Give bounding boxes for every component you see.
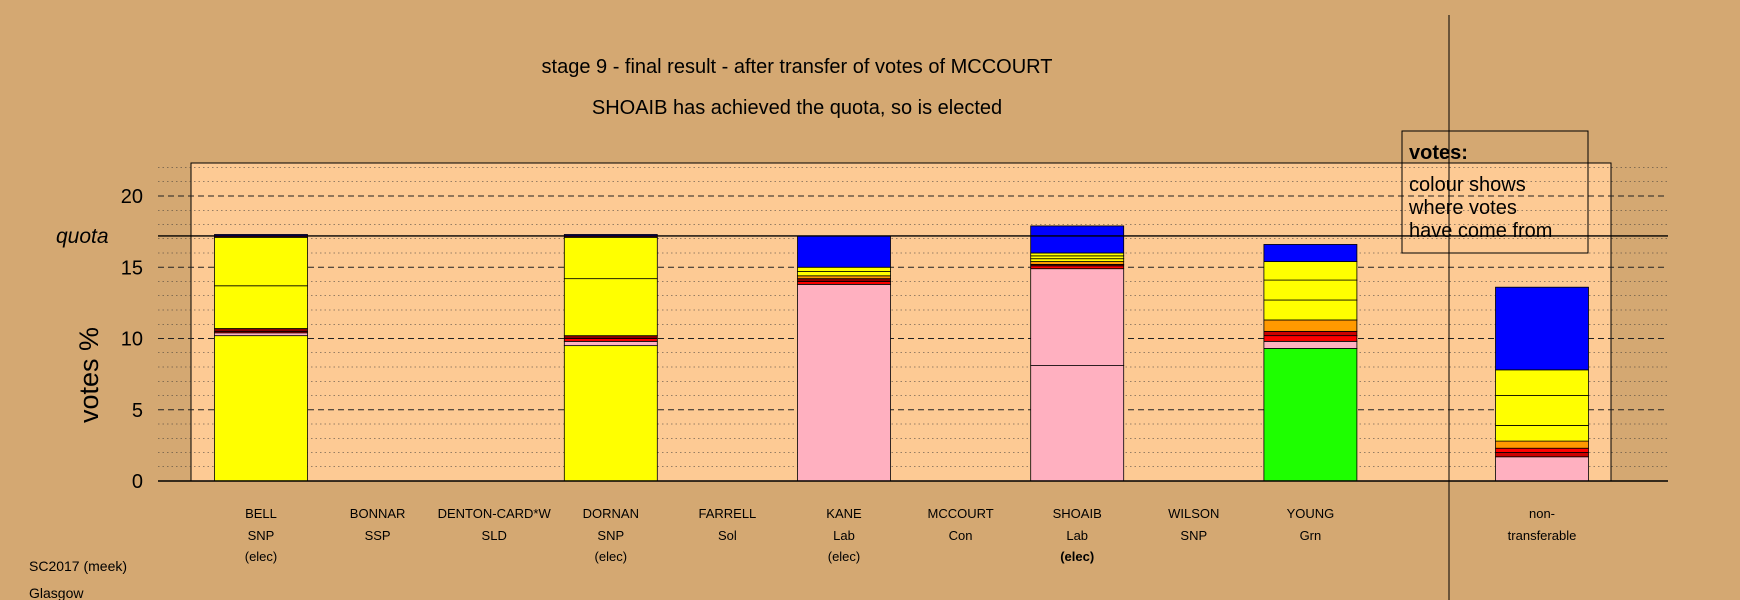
axis-layer: 0 5 10 15 20 quota [56,15,1668,600]
bar-segment [563,340,658,347]
candidate-name: BELL [245,506,277,521]
bar-segment [1263,299,1358,321]
nontransferable-label: non- [1529,506,1555,521]
candidate-name: KANE [826,506,862,521]
grid-lines [158,167,1668,468]
candidate-party: Grn [1300,528,1322,543]
y-tick-label: 5 [132,400,143,422]
bar-segment [1495,440,1589,449]
candidate-name: DENTON-CARD*W [438,506,552,521]
legend-line: colour shows [1409,174,1526,196]
candidate-labels: BELL SNP (elec) BONNAR SSP DENTON-CARD*W SLD DO… [245,506,1577,564]
bar-segment [1263,340,1358,349]
candidate-bar [563,234,658,482]
y-tick-label: 15 [121,257,143,279]
bar-segment [1030,252,1125,257]
candidate-party: SNP [248,528,275,543]
bar-segment [1263,319,1358,332]
footer-location: Glasgow [29,585,84,600]
candidate-bar [797,235,891,482]
bar-segment [1030,265,1125,270]
candidate-party: SNP [1180,528,1207,543]
bar-segment [1495,447,1589,453]
bar-segment [214,285,308,329]
candidate-name: WILSON [1168,506,1219,521]
bar-segment [563,335,658,339]
bar-segment [1030,268,1125,366]
bar-segment [563,338,658,342]
bar-segment [214,335,308,482]
candidate-party: SNP [597,528,624,543]
candidate-party: SLD [482,528,507,543]
bar-segment [1495,456,1589,482]
bar-segment [1263,330,1358,337]
candidate-party: Con [949,528,973,543]
footer-source: SC2017 (meek) [29,558,127,574]
bar-segment [563,278,658,337]
bar-segment [1495,452,1589,458]
candidate-party: Sol [718,528,737,543]
bar-segment [1030,225,1125,254]
candidate-name: SHOAIB [1053,506,1102,521]
bar-segment [1263,244,1358,262]
bar-segment [1263,335,1358,342]
candidate-bar [1030,225,1125,482]
bar-segment [797,275,891,280]
bar-segment [797,266,891,272]
bar-segment [1263,348,1358,482]
bar-segment [1495,286,1589,371]
bar-segment [1495,395,1589,426]
bar-segment [1263,279,1358,301]
bar-segment [1263,261,1358,281]
y-tick-label: 0 [132,471,143,493]
candidate-party: Lab [1066,528,1088,543]
bar-segment [563,345,658,482]
bar-segment [1495,369,1589,396]
candidate-status: (elec) [828,549,861,564]
bar-segment [797,278,891,282]
y-tick-label: 10 [121,329,143,351]
bar-segment [1030,255,1125,260]
bar-segment [797,283,891,482]
candidate-status: (elec) [1060,549,1094,564]
chart-subtitle: SHOAIB has achieved the quota, so is ele… [592,97,1002,119]
bar-segment [1030,365,1125,482]
legend-heading: votes: [1409,142,1468,164]
bar-segment [214,328,308,332]
legend-line: where votes [1408,197,1517,219]
candidate-party: SSP [365,528,391,543]
y-axis-label: votes % [74,327,104,423]
bar-segment [214,236,308,287]
candidate-status: (elec) [595,549,628,564]
candidate-name: BONNAR [350,506,406,521]
bar-segment [797,271,891,277]
bar-segment [1030,258,1125,262]
quota-label: quota [56,225,109,248]
candidate-name: DORNAN [583,506,639,521]
bar-segment [1495,425,1589,442]
candidate-party: Lab [833,528,855,543]
legend-box: votes: colour shows where votes have com… [1401,130,1589,254]
bar-segment [563,236,658,280]
candidate-bar [214,234,308,482]
bar-segment [214,332,308,337]
bar-segment [1030,261,1125,265]
bars [214,225,1589,482]
plot-background [190,162,1612,482]
y-tick-label: 20 [121,186,143,208]
candidate-bar [1263,244,1358,482]
nontransferable-bar [1495,286,1589,482]
nontransferable-label: transferable [1508,528,1577,543]
candidate-name: FARRELL [698,506,756,521]
candidate-name: YOUNG [1287,506,1335,521]
bar-segment [797,281,891,285]
bar-segment [797,235,891,268]
chart-title: stage 9 - final result - after transfer … [542,56,1053,78]
legend-line: have come from [1409,220,1552,242]
candidate-name: MCCOURT [927,506,993,521]
candidate-status: (elec) [245,549,278,564]
